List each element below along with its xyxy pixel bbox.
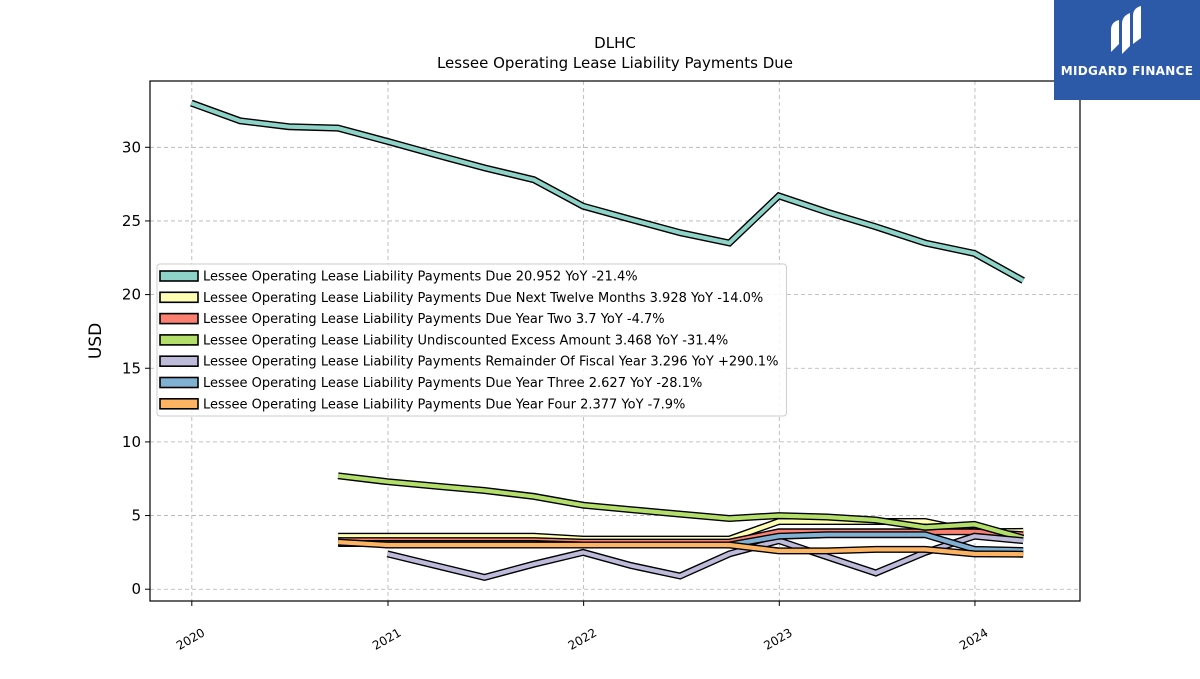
legend-label: Lessee Operating Lease Liability Payment… <box>203 376 702 391</box>
series-line <box>386 532 1024 582</box>
brand-name: MIDGARD FINANCE <box>1060 64 1194 78</box>
legend-label: Lessee Operating Lease Liability Payment… <box>203 312 665 327</box>
series-line <box>190 99 1025 284</box>
y-tick-label: 15 <box>122 359 141 377</box>
series-path <box>337 473 1024 541</box>
legend-box <box>156 263 787 417</box>
series-path <box>190 101 1025 283</box>
series-outline <box>190 99 1025 284</box>
legend-swatch <box>159 270 199 282</box>
chart-subtitle: Lessee Operating Lease Liability Payment… <box>437 54 793 72</box>
x-tick-label: 2020 <box>174 625 207 652</box>
y-tick-label: 10 <box>122 433 141 451</box>
plot-frame <box>149 80 1081 602</box>
legend-swatch <box>159 355 199 368</box>
y-tick-label: 0 <box>131 580 141 598</box>
y-tick-label: 30 <box>122 138 141 156</box>
legend-swatch <box>159 397 199 410</box>
y-tick-label: 5 <box>131 507 141 525</box>
series-path <box>337 540 1024 557</box>
legend-label: Lessee Operating Lease Liability Payment… <box>203 270 638 285</box>
legend-label: Lessee Operating Lease Liability Payment… <box>203 355 778 370</box>
series-lines <box>190 99 1025 582</box>
legend-swatch <box>159 312 199 325</box>
y-tick-label: 25 <box>122 212 141 230</box>
logo-mark-icon <box>1111 6 1141 54</box>
x-tick-label: 2021 <box>370 625 403 652</box>
series-line <box>337 472 1025 542</box>
chart-title: DLHC <box>594 34 636 52</box>
legend-swatch <box>159 291 199 304</box>
legend-swatch <box>159 376 199 389</box>
legend-label: Lessee Operating Lease Liability Payment… <box>203 291 763 306</box>
x-tick-label: 2022 <box>566 625 599 652</box>
series-line <box>337 538 1024 558</box>
brand-logo: MIDGARD FINANCE <box>1054 0 1200 100</box>
series-path <box>387 534 1024 580</box>
legend: Lessee Operating Lease Liability Payment… <box>156 263 787 417</box>
legend-label: Lessee Operating Lease Liability Undisco… <box>203 333 728 348</box>
y-tick-label: 20 <box>122 286 141 304</box>
y-axis-label: USD <box>86 323 106 359</box>
legend-swatch <box>159 334 199 346</box>
legend-label: Lessee Operating Lease Liability Payment… <box>203 397 685 412</box>
x-tick-label: 2024 <box>957 625 990 652</box>
x-tick-label: 2023 <box>761 625 794 652</box>
